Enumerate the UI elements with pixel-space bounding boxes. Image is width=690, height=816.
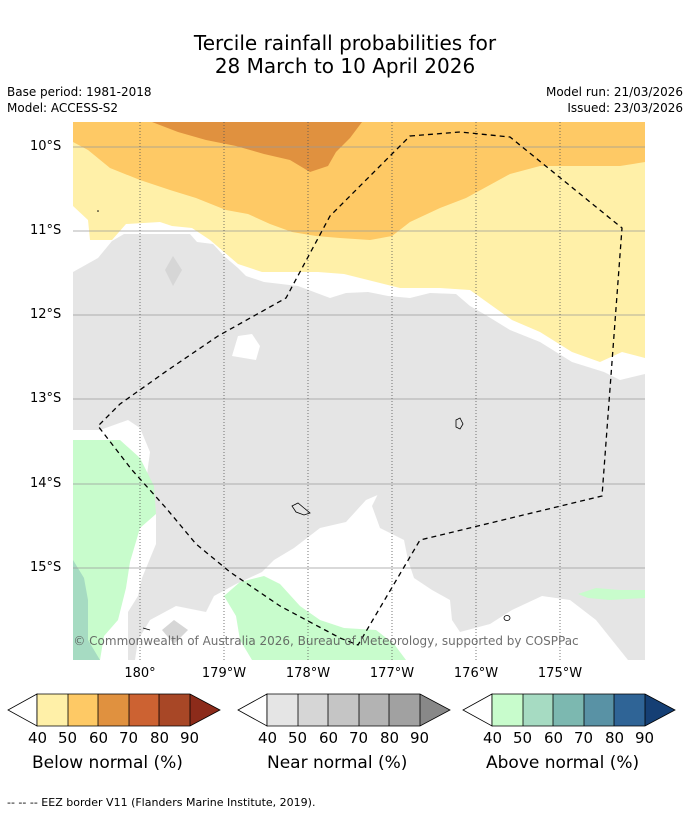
cb-above-swatch-0: [492, 694, 523, 726]
cb-below-tick-60: 60: [89, 729, 109, 747]
cb-below-tick-50: 50: [58, 729, 78, 747]
cb-near-tick-70: 70: [349, 729, 369, 747]
cb-near-swatch-2: [328, 694, 359, 726]
cb-above-tick-40: 40: [483, 729, 503, 747]
lat-label-10s: 10°S: [30, 139, 62, 154]
cb-above-swatch-1: [523, 694, 553, 726]
lon-label-177w: 177°W: [369, 666, 415, 681]
above-normal-40-region-east: [578, 588, 645, 600]
cb-above-tick-90: 90: [635, 729, 655, 747]
meta-right: Model run: 21/03/2026 Issued: 23/03/2026: [546, 84, 683, 116]
meta-left: Base period: 1981-2018 Model: ACCESS-S2: [7, 84, 152, 116]
base-period: Base period: 1981-2018: [7, 85, 152, 99]
cb-near-swatch-3: [359, 694, 389, 726]
cb-below-low-arrow: [7, 693, 38, 727]
cb-above-tick-60: 60: [544, 729, 564, 747]
lat-label-12s: 12°S: [30, 307, 62, 322]
cb-near-high-arrow: [420, 694, 450, 726]
cb-above-low-arrow: [462, 693, 493, 727]
map-title: Tercile rainfall probabilities for 28 Ma…: [0, 32, 690, 78]
lon-label-180: 180°: [124, 666, 156, 681]
cb-below-swatch-2: [98, 694, 129, 726]
cb-below-swatch-1: [68, 694, 98, 726]
cb-above-tick-70: 70: [574, 729, 594, 747]
cb-near-swatch-4: [389, 694, 420, 726]
title-line-2: 28 March to 10 April 2026: [214, 54, 476, 78]
island-2: [291, 502, 311, 516]
cb-above-swatch-4: [614, 694, 645, 726]
colorbar-above: [462, 693, 676, 727]
island-3: [503, 615, 511, 621]
cb-near-tick-90: 90: [410, 729, 430, 747]
island-5: [97, 210, 99, 212]
cb-near-tick-40: 40: [258, 729, 278, 747]
cb-below-tick-90: 90: [180, 729, 200, 747]
model-name: Model: ACCESS-S2: [7, 101, 119, 115]
above-normal-50-region-west: [73, 560, 100, 660]
title-line-1: Tercile rainfall probabilities for: [193, 31, 497, 55]
cb-near-tick-50: 50: [288, 729, 308, 747]
below-normal-50-region: [73, 122, 645, 240]
cb-near-low-arrow: [237, 693, 268, 727]
cb-above-title: Above normal (%): [486, 753, 640, 773]
lon-label-178w: 178°W: [285, 666, 331, 681]
eez-border: [97, 131, 623, 646]
lon-label-175w: 175°W: [537, 666, 583, 681]
above-normal-40-region-south: [224, 576, 406, 660]
grey-feature-1: [165, 256, 182, 286]
lat-label-13s: 13°S: [30, 391, 62, 406]
grey-feature-2: [162, 620, 188, 644]
cb-near-swatch-1: [298, 694, 328, 726]
issued-date: Issued: 23/03/2026: [567, 101, 683, 115]
cb-below-swatch-3: [129, 694, 159, 726]
cb-below-tick-80: 80: [150, 729, 170, 747]
map-layers: [73, 122, 645, 660]
cb-below-high-arrow: [190, 694, 220, 726]
cb-below-tick-70: 70: [119, 729, 139, 747]
lat-label-15s: 15°S: [30, 560, 62, 575]
eez-footnote: -- -- -- EEZ border V11 (Flanders Marine…: [7, 796, 316, 809]
white-patch: [232, 334, 260, 360]
cb-below-title: Below normal (%): [32, 753, 183, 773]
cb-above-swatch-3: [584, 694, 614, 726]
copyright-text: © Commonwealth of Australia 2026, Bureau…: [73, 634, 578, 648]
cb-near-tick-60: 60: [319, 729, 339, 747]
cb-above-tick-50: 50: [513, 729, 533, 747]
island-1: [455, 417, 464, 430]
cb-below-swatch-0: [37, 694, 68, 726]
cb-near-tick-80: 80: [380, 729, 400, 747]
cb-near-swatch-0: [267, 694, 298, 726]
above-normal-40-region-west: [73, 440, 156, 660]
model-run: Model run: 21/03/2026: [545, 85, 683, 99]
cb-below-tick-40: 40: [28, 729, 48, 747]
lat-label-14s: 14°S: [30, 476, 62, 491]
lon-label-176w: 176°W: [453, 666, 499, 681]
cb-below-swatch-4: [159, 694, 190, 726]
cb-above-tick-80: 80: [605, 729, 625, 747]
colorbar-near: [237, 693, 451, 727]
island-4: [142, 627, 151, 631]
lat-label-11s: 11°S: [30, 223, 62, 238]
lat-gridlines: [73, 146, 645, 569]
colorbar-below: [7, 693, 221, 727]
cb-above-high-arrow: [645, 694, 675, 726]
cb-near-title: Near normal (%): [267, 753, 408, 773]
cb-above-swatch-2: [553, 694, 584, 726]
near-normal-region: [73, 234, 645, 660]
lon-label-179w: 179°W: [201, 666, 247, 681]
